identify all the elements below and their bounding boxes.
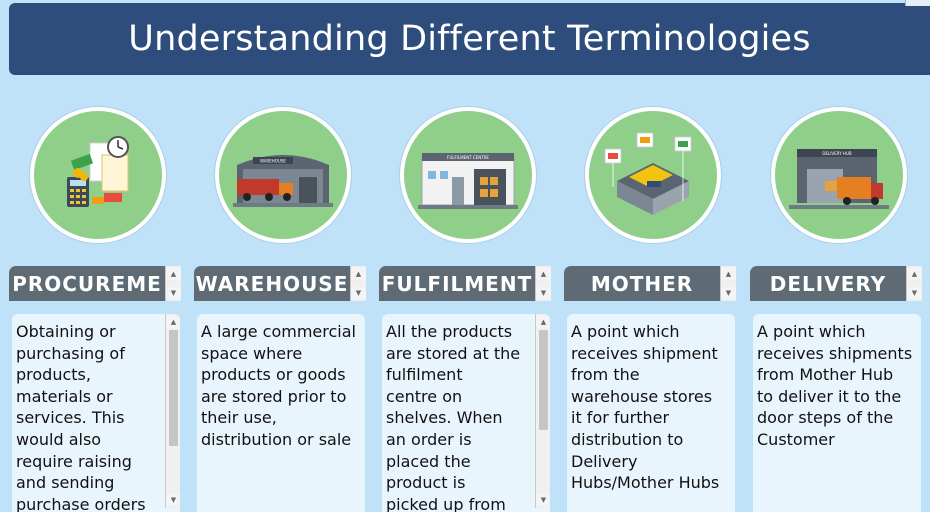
description-mother: A point which receives shipment from the… — [567, 314, 735, 512]
description-text: A point which receives shipment from the… — [571, 322, 720, 493]
header-label: WAREHOUSE — [194, 266, 350, 301]
header-scrollbar[interactable]: ▲ ▼ — [535, 266, 551, 301]
scroll-up-arrow-icon[interactable]: ▲ — [536, 268, 551, 280]
fulfilment-sign: FULFILMENT CENTRE — [447, 155, 489, 160]
description-warehouse: A large commercial space where products … — [197, 314, 365, 512]
warehouse-icon: WAREHOUSE — [215, 107, 351, 243]
scroll-down-arrow-icon[interactable]: ▼ — [536, 494, 550, 506]
header-scrollbar[interactable]: ▲ ▼ — [720, 266, 736, 301]
scroll-down-arrow-icon[interactable]: ▼ — [721, 287, 736, 299]
scroll-down-arrow-icon[interactable]: ▼ — [536, 287, 551, 299]
header-warehouse: WAREHOUSE ▲ ▼ — [194, 266, 366, 301]
scroll-down-arrow-icon[interactable]: ▼ — [166, 494, 180, 506]
column-warehouse: WAREHOUSE WAREHOUSE ▲ ▼ A large commerci… — [194, 0, 366, 512]
warehouse-sign: WAREHOUSE — [260, 159, 286, 164]
header-label: FULFILMENT — [379, 266, 535, 301]
scroll-up-arrow-icon[interactable]: ▲ — [351, 268, 366, 280]
header-label: DELIVERY — [750, 266, 906, 301]
delivery-hub-icon: DELIVERY HUB — [771, 107, 907, 243]
description-fulfilment: All the products are stored at the fulfi… — [382, 314, 550, 512]
column-mother: MOTHER ▲ ▼ A point which receives shipme… — [564, 0, 736, 512]
scroll-up-arrow-icon[interactable]: ▲ — [166, 268, 181, 280]
page-title: Understanding Different Terminologies — [128, 19, 811, 59]
header-scrollbar[interactable]: ▲ ▼ — [350, 266, 366, 301]
header-label: PROCUREME — [9, 266, 165, 301]
header-label: MOTHER — [564, 266, 720, 301]
header-delivery: DELIVERY ▲ ▼ — [750, 266, 922, 301]
description-text: Obtaining or purchasing of products, mat… — [16, 322, 146, 512]
scroll-down-arrow-icon[interactable]: ▼ — [166, 287, 181, 299]
header-fulfilment: FULFILMENT ▲ ▼ — [379, 266, 551, 301]
scroll-thumb[interactable] — [169, 330, 178, 446]
scroll-up-arrow-icon[interactable]: ▲ — [536, 316, 550, 328]
scroll-up-arrow-icon[interactable]: ▲ — [907, 268, 922, 280]
delivery-sign: DELIVERY HUB — [822, 151, 851, 156]
scroll-thumb[interactable] — [539, 330, 548, 430]
column-fulfilment: FULFILMENT CENTRE FULFILMENT ▲ ▼ All the… — [379, 0, 551, 512]
description-scrollbar[interactable]: ▲ ▼ — [535, 314, 550, 508]
title-banner: Understanding Different Terminologies — [9, 3, 930, 75]
header-mother: MOTHER ▲ ▼ — [564, 266, 736, 301]
header-procurement: PROCUREME ▲ ▼ — [9, 266, 181, 301]
description-text: A large commercial space where products … — [201, 322, 356, 449]
procurement-icon — [30, 107, 166, 243]
fulfilment-centre-icon: FULFILMENT CENTRE — [400, 107, 536, 243]
scroll-down-arrow-icon[interactable]: ▼ — [351, 287, 366, 299]
scroll-up-arrow-icon[interactable]: ▲ — [166, 316, 180, 328]
column-delivery: DELIVERY HUB DELIVERY ▲ ▼ A point which … — [750, 0, 922, 512]
description-delivery: A point which receives shipments from Mo… — [753, 314, 921, 512]
scroll-up-arrow-icon[interactable]: ▲ — [721, 268, 736, 280]
column-procurement: PROCUREME ▲ ▼ Obtaining or purchasing of… — [9, 0, 181, 512]
description-text: A point which receives shipments from Mo… — [757, 322, 913, 449]
scroll-down-arrow-icon[interactable]: ▼ — [907, 287, 922, 299]
header-scrollbar[interactable]: ▲ ▼ — [906, 266, 922, 301]
mother-hub-icon — [585, 107, 721, 243]
description-scrollbar[interactable]: ▲ ▼ — [165, 314, 180, 508]
header-scrollbar[interactable]: ▲ ▼ — [165, 266, 181, 301]
description-text: All the products are stored at the fulfi… — [386, 322, 521, 512]
description-procurement: Obtaining or purchasing of products, mat… — [12, 314, 180, 512]
window-corner — [905, 0, 930, 6]
